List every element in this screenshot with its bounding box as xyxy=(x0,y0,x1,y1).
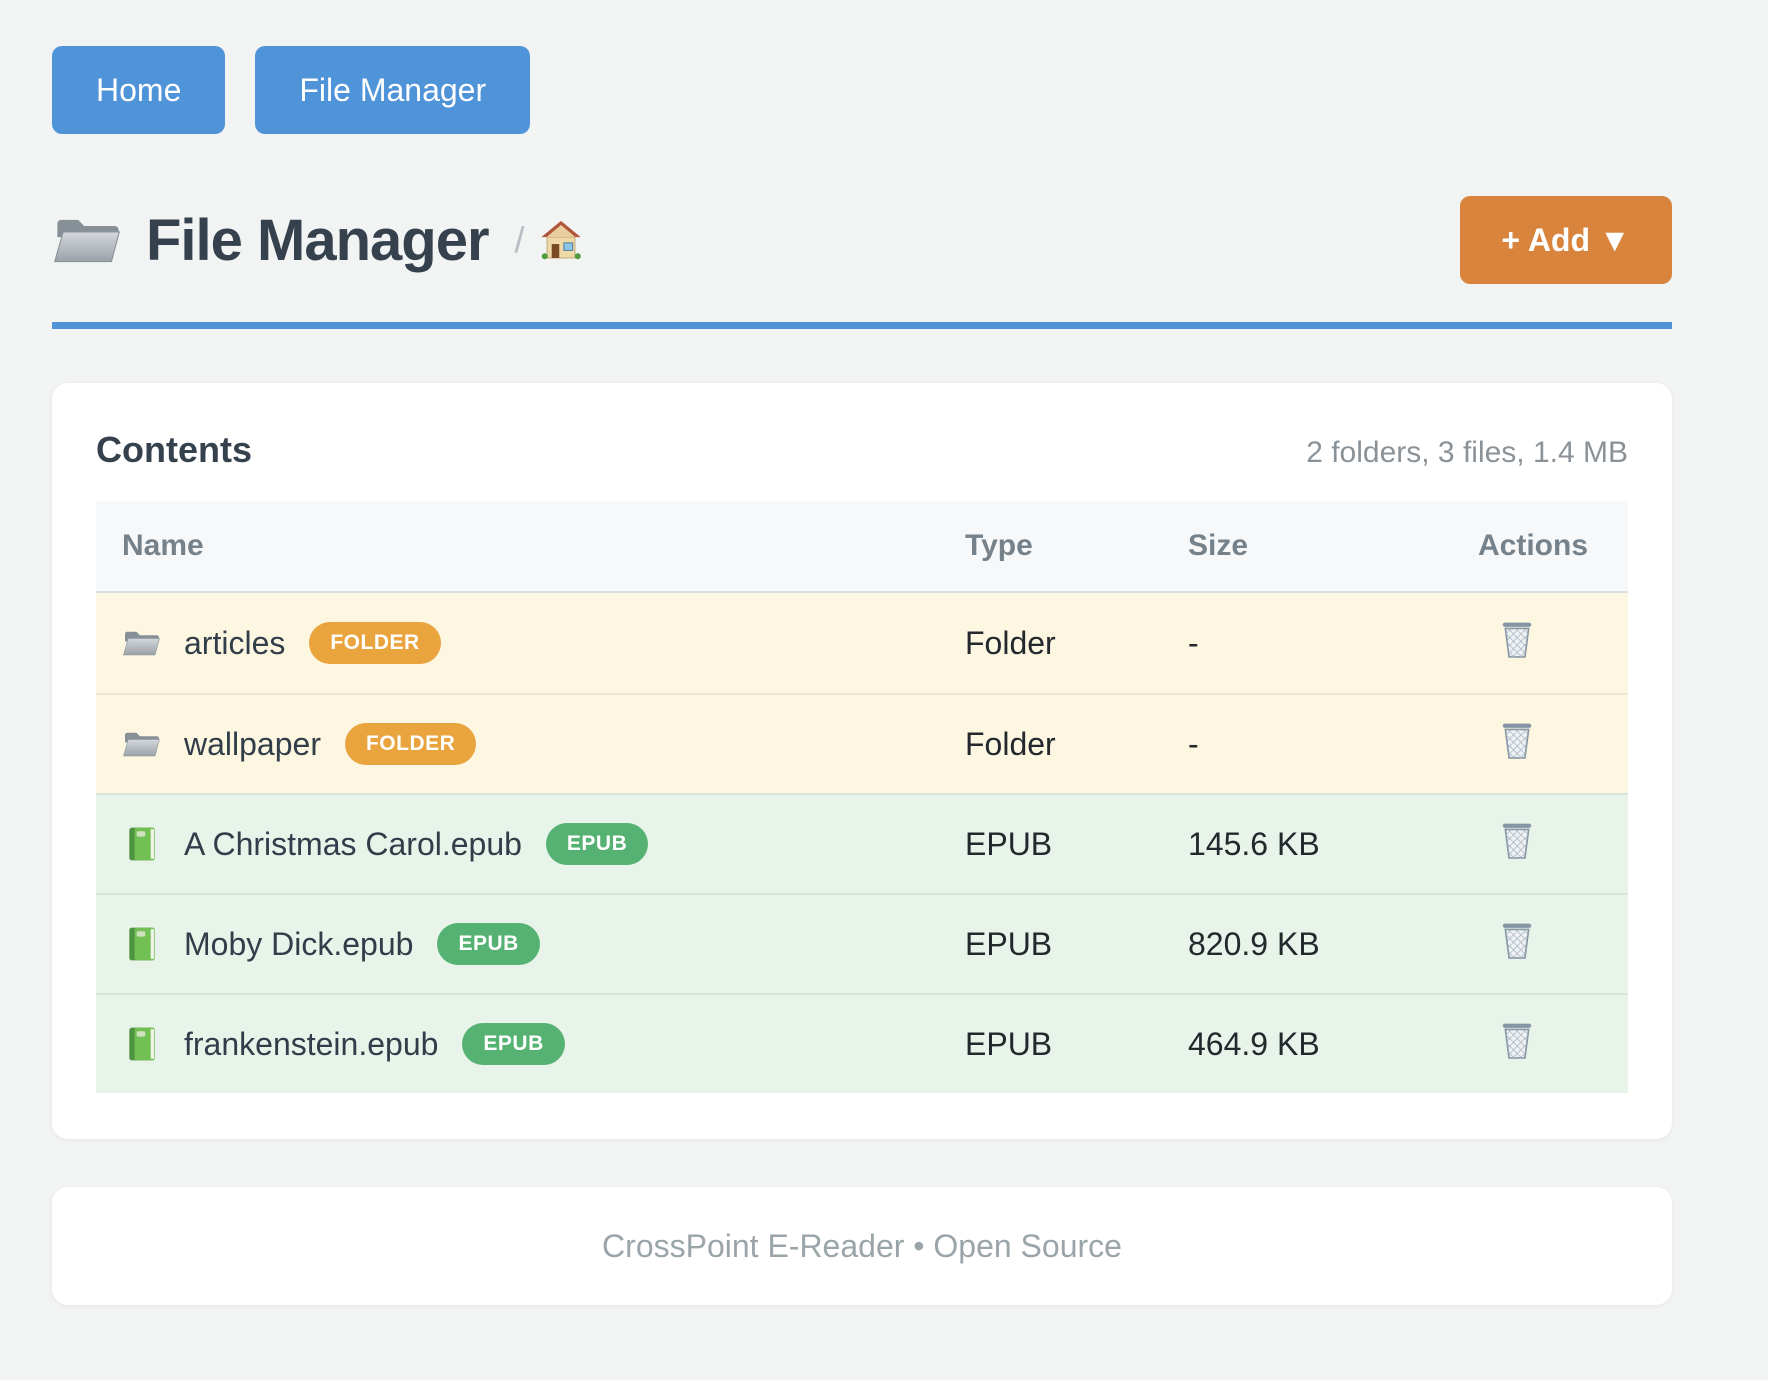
file-name[interactable]: articles xyxy=(184,624,286,661)
file-name[interactable]: frankenstein.epub xyxy=(184,1025,439,1062)
type-badge: EPUB xyxy=(437,923,540,965)
type-badge: EPUB xyxy=(462,1023,565,1065)
green-book-icon xyxy=(129,927,155,961)
file-size: - xyxy=(1188,624,1199,661)
file-size: 464.9 KB xyxy=(1188,1025,1320,1062)
name-cell: wallpaper FOLDER xyxy=(96,723,965,765)
type-badge: FOLDER xyxy=(309,622,441,664)
file-name[interactable]: wallpaper xyxy=(184,725,321,762)
trash-icon xyxy=(1501,822,1533,859)
page-container: Home File Manager File Manager / + Add ▼… xyxy=(52,0,1672,1305)
contents-heading: Contents xyxy=(96,429,252,470)
green-book-icon xyxy=(129,1027,155,1061)
table-row: wallpaper FOLDER Folder - xyxy=(96,693,1628,793)
file-type: EPUB xyxy=(965,925,1053,962)
file-type: Folder xyxy=(965,624,1056,661)
table-header: Name Type Size Actions xyxy=(96,501,1628,593)
type-badge: EPUB xyxy=(545,823,649,865)
add-button[interactable]: + Add ▼ xyxy=(1460,196,1672,284)
folder-icon xyxy=(123,631,160,656)
trash-icon xyxy=(1501,922,1533,959)
trash-icon xyxy=(1501,722,1533,759)
top-nav: Home File Manager xyxy=(52,46,1672,134)
delete-button[interactable] xyxy=(1496,618,1538,662)
file-table: Name Type Size Actions articles FOLDER F… xyxy=(96,501,1628,1093)
type-badge: FOLDER xyxy=(344,723,477,765)
table-row: A Christmas Carol.epub EPUB EPUB 145.6 K… xyxy=(96,793,1628,893)
title-group: File Manager / xyxy=(52,207,583,274)
name-cell: A Christmas Carol.epub EPUB xyxy=(96,823,965,865)
trash-icon xyxy=(1501,621,1533,658)
folder-icon xyxy=(123,732,160,757)
name-cell: articles FOLDER xyxy=(96,622,965,664)
file-size: 145.6 KB xyxy=(1188,825,1320,862)
file-size: - xyxy=(1188,725,1199,762)
page-header: File Manager / + Add ▼ xyxy=(52,196,1672,284)
footer-text: CrossPoint E-Reader • Open Source xyxy=(602,1227,1122,1264)
column-header-type: Type xyxy=(965,529,1033,562)
delete-button[interactable] xyxy=(1496,1019,1538,1063)
contents-card-header: Contents 2 folders, 3 files, 1.4 MB xyxy=(96,429,1628,471)
file-type: EPUB xyxy=(965,1025,1053,1062)
column-header-size: Size xyxy=(1188,529,1249,562)
table-body: articles FOLDER Folder - wallpaper FOLDE… xyxy=(96,593,1628,1093)
contents-card: Contents 2 folders, 3 files, 1.4 MB Name… xyxy=(52,383,1672,1139)
green-book-icon xyxy=(129,827,155,861)
file-type: EPUB xyxy=(965,825,1053,862)
home-icon[interactable] xyxy=(539,219,583,261)
file-name[interactable]: A Christmas Carol.epub xyxy=(184,825,522,862)
table-row: articles FOLDER Folder - xyxy=(96,593,1628,693)
trash-icon xyxy=(1501,1022,1533,1059)
table-row: frankenstein.epub EPUB EPUB 464.9 KB xyxy=(96,993,1628,1093)
name-cell: Moby Dick.epub EPUB xyxy=(96,923,965,965)
file-size: 820.9 KB xyxy=(1188,925,1320,962)
name-cell: frankenstein.epub EPUB xyxy=(96,1023,965,1065)
delete-button[interactable] xyxy=(1496,819,1538,863)
page-title: File Manager xyxy=(146,207,490,273)
delete-button[interactable] xyxy=(1496,919,1538,963)
file-type: Folder xyxy=(965,725,1056,762)
breadcrumb: / xyxy=(515,219,583,261)
column-header-actions: Actions xyxy=(1478,529,1589,562)
table-row: Moby Dick.epub EPUB EPUB 820.9 KB xyxy=(96,893,1628,993)
nav-button-file-manager[interactable]: File Manager xyxy=(255,46,531,134)
title-underline xyxy=(52,322,1672,329)
contents-summary: 2 folders, 3 files, 1.4 MB xyxy=(1306,436,1628,469)
folder-icon xyxy=(54,219,120,263)
file-name[interactable]: Moby Dick.epub xyxy=(184,925,414,962)
nav-button-home[interactable]: Home xyxy=(52,46,226,134)
column-header-name: Name xyxy=(122,529,204,562)
footer: CrossPoint E-Reader • Open Source xyxy=(52,1187,1672,1305)
delete-button[interactable] xyxy=(1496,719,1538,763)
breadcrumb-separator: / xyxy=(514,219,525,260)
